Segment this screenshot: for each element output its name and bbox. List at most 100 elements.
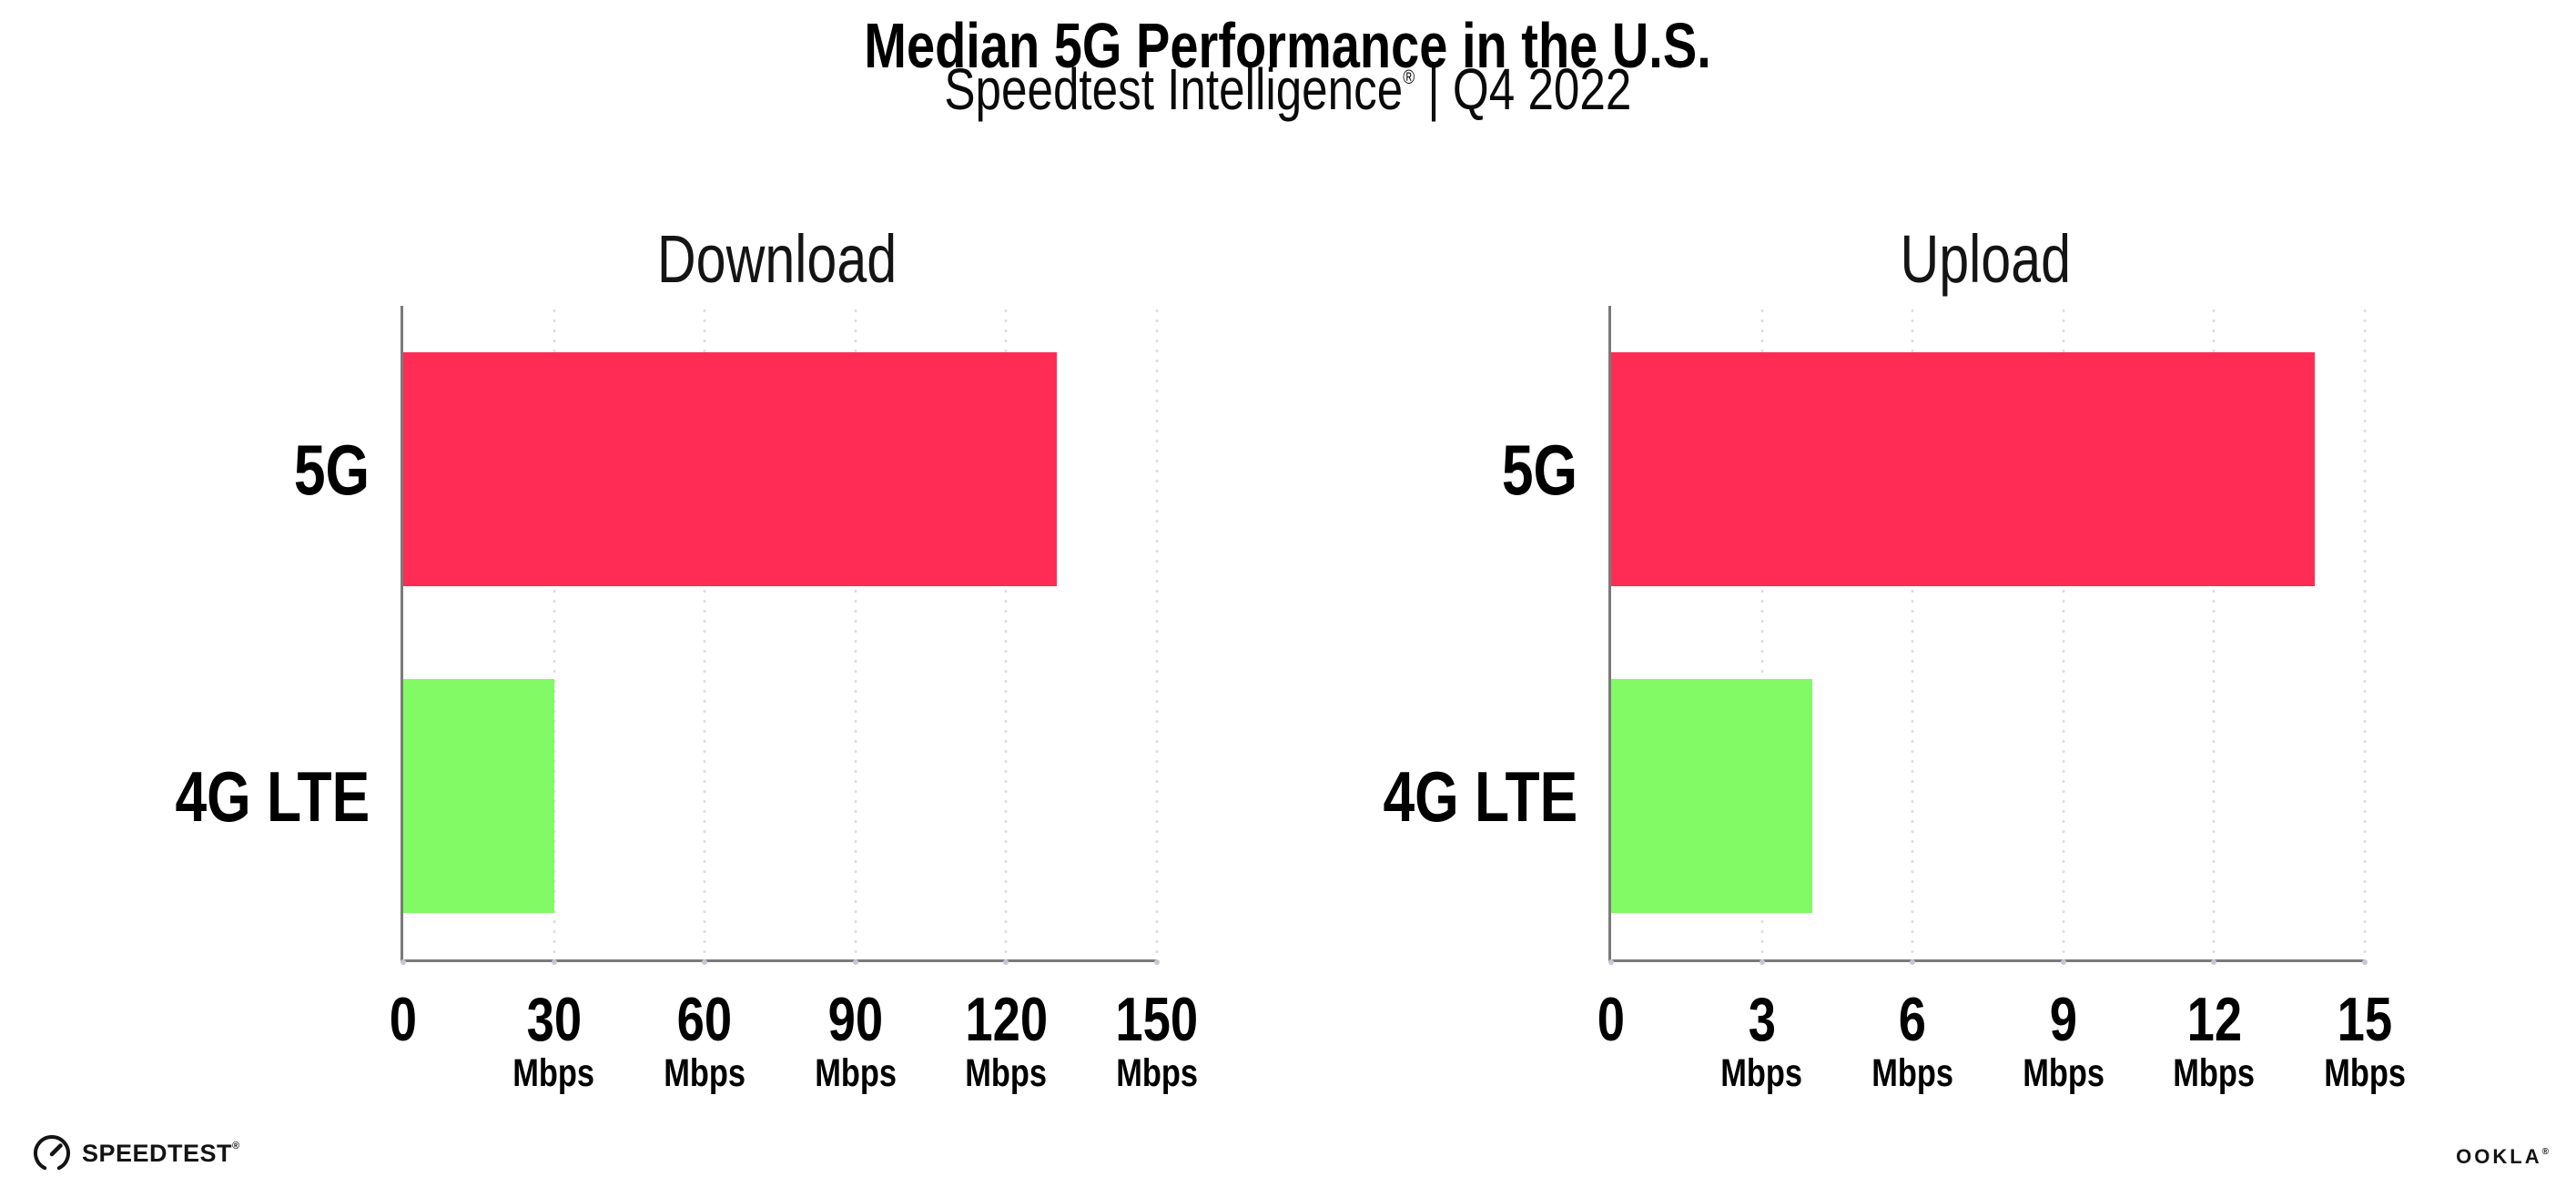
- x-tick-unit-15: Mbps: [2292, 1052, 2438, 1094]
- x-tick-unit-60: Mbps: [632, 1052, 777, 1094]
- gridline-9: [2061, 306, 2065, 959]
- x-tick-value-150: 150: [1084, 989, 1230, 1050]
- tick-mark-0: [401, 959, 406, 965]
- tick-mark-6: [1910, 959, 1916, 965]
- x-tick-6: 6 Mbps: [1840, 989, 1985, 1094]
- upload-chart-title-text: Upload: [1900, 221, 2071, 297]
- x-tick-value-text-15: 15: [2337, 985, 2393, 1054]
- x-tick-value-text-120: 120: [965, 985, 1048, 1054]
- x-tick-120: 120 Mbps: [933, 989, 1079, 1094]
- x-tick-0: 0: [1538, 989, 1684, 1050]
- speedtest-wordmark-text: SPEEDTEST: [82, 1139, 233, 1167]
- gridline-6: [1911, 306, 1915, 959]
- tick-mark-30: [551, 959, 557, 965]
- gridline-150: [1155, 306, 1159, 959]
- x-tick-value-text-30: 30: [526, 985, 582, 1054]
- x-tick-value-15: 15: [2292, 989, 2438, 1050]
- download-category-labels: 5G 4G LTE: [175, 306, 1157, 959]
- x-tick-value-120: 120: [933, 989, 1079, 1050]
- x-tick-unit-150: Mbps: [1084, 1052, 1230, 1094]
- tick-mark-90: [852, 959, 858, 965]
- x-tick-unit-text-90: Mbps: [814, 1051, 897, 1095]
- tick-mark-60: [702, 959, 708, 965]
- x-tick-3: 3 Mbps: [1689, 989, 1835, 1094]
- download-plot-area: [401, 306, 1160, 965]
- tick-mark-0: [1608, 959, 1614, 965]
- bar-5g: [1611, 352, 2315, 586]
- download-x-axis-labels: 0 30 Mbps 60 Mbps 90 Mbps 120 Mbps 150 Mbps: [390, 306, 1199, 1094]
- x-tick-value-text-60: 60: [676, 985, 733, 1054]
- x-tick-value-60: 60: [632, 989, 777, 1050]
- tick-mark-15: [2362, 959, 2368, 965]
- tick-mark-12: [2211, 959, 2217, 965]
- x-tick-value-3: 3: [1689, 989, 1835, 1050]
- x-tick-unit-90: Mbps: [783, 1052, 928, 1094]
- category-label-text-5g: 5G: [293, 429, 370, 510]
- x-tick-value-text-12: 12: [2186, 985, 2242, 1054]
- x-tick-value-90: 90: [783, 989, 928, 1050]
- category-label-5g: 5G: [275, 428, 370, 512]
- gridline-12: [2212, 306, 2216, 959]
- x-tick-unit-3: Mbps: [1689, 1052, 1835, 1094]
- gridline-90: [853, 306, 857, 959]
- category-label-5g: 5G: [1483, 428, 1577, 512]
- gauge-icon: [34, 1134, 70, 1171]
- x-tick-9: 9 Mbps: [1991, 989, 2136, 1094]
- x-tick-value-text-150: 150: [1115, 985, 1199, 1054]
- tick-mark-120: [1003, 959, 1009, 965]
- bar-5g: [403, 352, 1057, 586]
- gridline-120: [1004, 306, 1009, 959]
- x-tick-unit-text-15: Mbps: [2324, 1051, 2406, 1095]
- download-chart-title-text: Download: [657, 221, 898, 297]
- x-tick-60: 60 Mbps: [632, 989, 777, 1094]
- x-tick-value-text-90: 90: [827, 985, 884, 1054]
- gridline-30: [552, 306, 556, 959]
- category-label-text-5g: 5G: [1501, 429, 1577, 510]
- page-subtitle-text: Speedtest Intelligence® | Q4 2022: [945, 46, 1632, 121]
- speedtest-wordmark: SPEEDTEST®: [82, 1140, 240, 1168]
- upload-chart: Upload 5G 4G LTE 0 3 Mbps 6 Mbps 9 Mbps 12 Mbps 15…: [1383, 221, 2406, 1094]
- x-tick-value-9: 9: [1991, 989, 2136, 1050]
- registered-trademark-symbol: ®: [1403, 66, 1415, 88]
- page-title-text: Median 5G Performance in the U.S.: [864, 10, 1712, 81]
- download-chart: Download 5G 4G LTE 0 30 Mbps 60 Mbps 90 Mbps 120…: [175, 221, 1199, 1094]
- x-tick-0: 0: [330, 989, 476, 1050]
- tick-mark-9: [2060, 959, 2066, 965]
- upload-x-axis-labels: 0 3 Mbps 6 Mbps 9 Mbps 12 Mbps 15 Mbps: [1597, 306, 2406, 1094]
- x-tick-unit-text-120: Mbps: [965, 1051, 1048, 1095]
- x-tick-unit-120: Mbps: [933, 1052, 1079, 1094]
- ookla-registered-symbol: ®: [2541, 1147, 2549, 1157]
- x-tick-value-text-9: 9: [2049, 985, 2077, 1054]
- tick-mark-3: [1759, 959, 1765, 965]
- tick-mark-150: [1154, 959, 1160, 965]
- bar-4g-lte: [403, 679, 554, 913]
- bar-4g-lte: [1611, 679, 1812, 913]
- gridline-15: [2363, 306, 2367, 959]
- x-tick-unit-30: Mbps: [482, 1052, 627, 1094]
- x-tick-90: 90 Mbps: [783, 989, 928, 1094]
- x-tick-value-30: 30: [482, 989, 627, 1050]
- x-tick-150: 150 Mbps: [1084, 989, 1230, 1094]
- download-chart-title: Download: [401, 218, 1154, 300]
- gridline-60: [703, 306, 707, 959]
- category-label-text-4g-lte: 4G LTE: [175, 756, 370, 837]
- x-tick-unit-text-12: Mbps: [2173, 1051, 2256, 1095]
- x-tick-value-text-3: 3: [1748, 985, 1776, 1054]
- upload-plot-area: [1608, 306, 2368, 965]
- x-tick-unit-text-6: Mbps: [1871, 1051, 1954, 1095]
- subtitle-brand: Speedtest Intelligence: [944, 56, 1404, 122]
- subtitle-period: | Q4 2022: [1415, 56, 1632, 122]
- page-title: Median 5G Performance in the U.S.: [0, 7, 2576, 84]
- x-tick-unit-12: Mbps: [2141, 1052, 2287, 1094]
- category-label-4g-lte: 4G LTE: [1334, 755, 1577, 838]
- page-subtitle: Speedtest Intelligence® | Q4 2022: [0, 46, 2576, 121]
- x-tick-unit-text-150: Mbps: [1116, 1051, 1198, 1095]
- ookla-logo: OOKLA®: [2456, 1145, 2549, 1169]
- x-tick-value-12: 12: [2141, 989, 2287, 1050]
- x-tick-unit-9: Mbps: [1991, 1052, 2136, 1094]
- x-tick-unit-6: Mbps: [1840, 1052, 1985, 1094]
- x-tick-unit-text-60: Mbps: [664, 1051, 746, 1095]
- upload-category-labels: 5G 4G LTE: [1383, 306, 2365, 959]
- ookla-wordmark-text: OOKLA: [2456, 1145, 2542, 1168]
- category-label-text-4g-lte: 4G LTE: [1383, 756, 1577, 837]
